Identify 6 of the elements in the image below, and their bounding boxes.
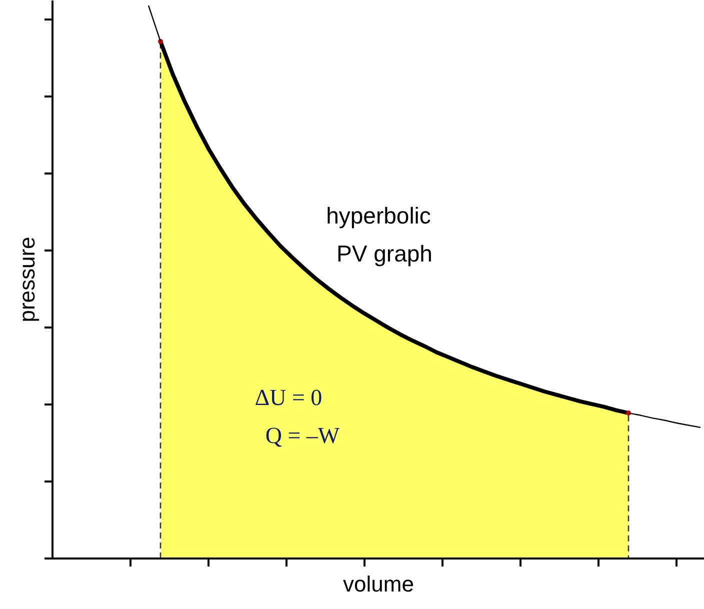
annotation: hyperbolic [326,202,431,228]
annotation: PV graph [336,240,432,266]
y-axis-title: pressure [14,236,40,322]
annotation: ΔU = 0 [254,385,322,410]
x-axis-title: volume [343,572,414,596]
annotation: Q = –W [265,423,340,448]
